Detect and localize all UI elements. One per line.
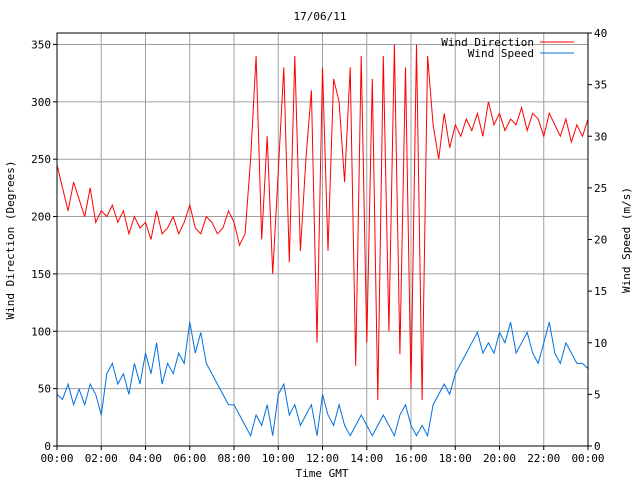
y-right-tick-label: 30 (594, 130, 607, 143)
y-left-tick-label: 50 (38, 383, 51, 396)
y-right-axis-label: Wind Speed (m/s) (620, 187, 633, 293)
legend-label-wind-direction: Wind Direction (441, 36, 534, 49)
y-left-tick-label: 300 (31, 96, 51, 109)
y-right-tick-label: 25 (594, 182, 607, 195)
grid (57, 33, 588, 446)
x-axis-ticks: 00:00 02:00 04:00 06:00 08:00 10:00 12:00 14:00… (40, 446, 605, 465)
y-right-tick-label: 40 (594, 27, 607, 40)
x-tick-label: 20:00 (483, 452, 516, 465)
y-left-tick-label: 150 (31, 268, 51, 281)
y-left-axis-label: Wind Direction (Degrees) (4, 161, 17, 320)
y-right-tick-label: 20 (594, 234, 607, 247)
y-right-tick-label: 10 (594, 337, 607, 350)
y-left-tick-label: 0 (44, 440, 51, 453)
y-right-tick-label: 5 (594, 388, 601, 401)
x-axis-label: Time GMT (296, 467, 349, 480)
y-right-axis-ticks: 0 5 10 15 20 25 30 35 40 (588, 27, 607, 453)
y-left-tick-label: 200 (31, 211, 51, 224)
x-tick-label: 16:00 (394, 452, 427, 465)
x-tick-label: 02:00 (85, 452, 118, 465)
x-tick-label: 12:00 (306, 452, 339, 465)
y-right-tick-label: 35 (594, 79, 607, 92)
x-tick-label: 06:00 (173, 452, 206, 465)
series-lines (56, 44, 589, 438)
series-line-wind-speed (56, 321, 589, 438)
y-left-axis-ticks: 0 50 100 150 200 250 300 350 (31, 38, 57, 453)
chart-title: 17/06/11 (294, 10, 347, 23)
x-tick-label: 00:00 (571, 452, 604, 465)
series-line-wind-direction (56, 44, 589, 401)
x-tick-label: 18:00 (439, 452, 472, 465)
x-tick-label: 04:00 (129, 452, 162, 465)
x-tick-label: 14:00 (350, 452, 383, 465)
y-right-tick-label: 15 (594, 285, 607, 298)
legend: Wind Direction Wind Speed (441, 36, 574, 60)
y-left-tick-label: 350 (31, 38, 51, 51)
y-left-tick-label: 250 (31, 153, 51, 166)
x-tick-label: 00:00 (40, 452, 73, 465)
legend-label-wind-speed: Wind Speed (468, 47, 534, 60)
y-left-tick-label: 100 (31, 325, 51, 338)
x-tick-label: 22:00 (527, 452, 560, 465)
x-tick-label: 10:00 (262, 452, 295, 465)
y-right-tick-label: 0 (594, 440, 601, 453)
x-tick-label: 08:00 (217, 452, 250, 465)
